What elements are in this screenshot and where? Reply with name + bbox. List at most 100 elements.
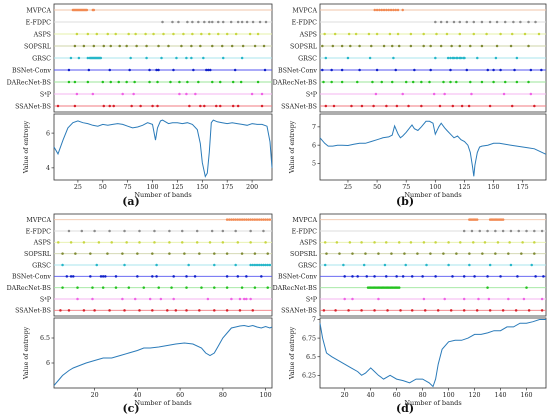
method-label: S⁴P xyxy=(40,296,52,303)
band-marker xyxy=(501,309,505,312)
band-marker xyxy=(202,56,205,60)
band-marker xyxy=(409,44,413,48)
band-marker xyxy=(73,44,77,48)
band-marker xyxy=(533,252,536,255)
band-marker xyxy=(323,241,327,244)
band-marker xyxy=(152,32,155,36)
band-marker xyxy=(236,20,240,24)
band-marker xyxy=(185,309,188,312)
band-marker xyxy=(422,32,425,36)
band-marker xyxy=(234,229,237,233)
x-tick-label: 60 xyxy=(176,392,184,399)
method-label: BSNet-Conv xyxy=(278,67,317,74)
band-marker xyxy=(260,104,264,108)
band-marker xyxy=(213,252,216,255)
entropy-curve xyxy=(53,324,273,386)
band-marker xyxy=(514,309,518,312)
band-marker xyxy=(221,20,225,24)
band-marker xyxy=(77,56,81,60)
band-marker xyxy=(358,68,361,72)
band-marker xyxy=(238,309,242,312)
band-marker xyxy=(114,275,118,278)
band-marker xyxy=(213,286,216,289)
band-marker xyxy=(542,275,545,278)
band-marker xyxy=(397,241,401,244)
panel-c: MVPCA E-FDPC ASPS SOPSRL GRSC BSNet-Conv DARec… xyxy=(7,213,273,407)
y-tick-label: 5 xyxy=(312,161,316,168)
band-marker xyxy=(512,20,515,24)
x-tick-label: 50 xyxy=(99,184,107,191)
band-marker xyxy=(373,275,376,278)
band-marker xyxy=(488,309,492,312)
band-marker xyxy=(155,68,158,72)
band-marker xyxy=(396,32,400,36)
method-label: GRSC xyxy=(32,262,51,269)
band-marker xyxy=(128,68,131,72)
band-marker xyxy=(368,56,372,60)
band-marker xyxy=(516,275,519,278)
band-marker xyxy=(384,275,388,278)
band-marker xyxy=(459,56,463,60)
band-marker xyxy=(485,32,488,36)
band-marker xyxy=(255,218,259,221)
band-marker xyxy=(449,309,453,312)
band-marker xyxy=(234,218,237,221)
band-marker xyxy=(198,309,201,312)
method-label: E-FDPC xyxy=(292,19,317,26)
band-marker xyxy=(264,241,267,244)
band-marker xyxy=(467,104,471,108)
band-marker xyxy=(238,297,242,301)
band-marker xyxy=(404,80,408,84)
band-marker xyxy=(157,286,160,289)
band-marker xyxy=(534,20,537,24)
band-marker xyxy=(168,252,171,255)
band-marker xyxy=(56,104,60,108)
band-marker xyxy=(91,286,94,289)
band-marker xyxy=(92,44,96,48)
band-marker xyxy=(451,275,454,278)
band-marker xyxy=(211,44,214,48)
band-marker xyxy=(234,32,238,36)
band-marker xyxy=(472,32,476,36)
band-marker xyxy=(249,297,252,301)
band-marker xyxy=(507,297,510,301)
band-marker xyxy=(401,275,405,278)
band-marker xyxy=(411,80,415,84)
band-marker xyxy=(477,297,480,301)
band-marker xyxy=(338,252,341,255)
band-marker xyxy=(92,8,96,12)
band-marker xyxy=(371,80,374,84)
y-tick-label: 6.75 xyxy=(302,335,316,342)
band-marker xyxy=(365,275,369,278)
band-marker xyxy=(75,32,79,36)
band-marker xyxy=(533,241,536,244)
band-marker xyxy=(260,263,263,267)
band-marker xyxy=(102,44,106,48)
band-marker xyxy=(67,229,71,233)
caption-d: (d) xyxy=(395,402,415,415)
band-marker xyxy=(85,8,89,12)
band-marker xyxy=(104,275,107,278)
band-marker xyxy=(93,229,96,233)
band-marker xyxy=(494,252,497,255)
band-marker xyxy=(351,252,354,255)
x-tick-label: 125 xyxy=(171,184,183,191)
method-label: BSNet-Conv xyxy=(12,274,51,281)
band-marker xyxy=(253,263,257,267)
band-marker xyxy=(185,92,188,96)
band-marker xyxy=(409,241,413,244)
band-marker xyxy=(160,56,163,60)
band-marker xyxy=(135,44,138,48)
band-marker xyxy=(463,56,466,60)
band-marker xyxy=(228,218,231,221)
band-marker xyxy=(76,297,79,301)
band-marker xyxy=(330,80,333,84)
band-marker xyxy=(87,68,91,72)
band-marker xyxy=(465,20,469,24)
band-marker xyxy=(162,32,165,36)
band-marker xyxy=(364,252,367,255)
band-marker xyxy=(193,275,197,278)
band-marker xyxy=(382,44,386,48)
band-marker xyxy=(429,44,432,48)
